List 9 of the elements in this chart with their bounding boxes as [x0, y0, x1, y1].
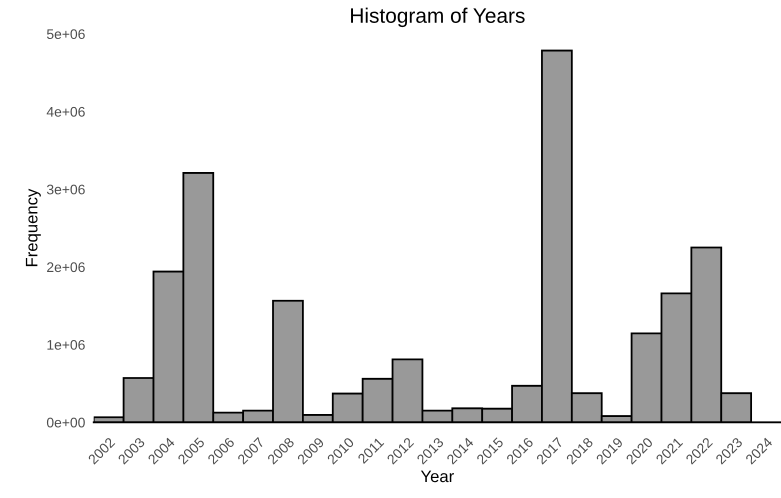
chart-title: Histogram of Years	[351, 8, 525, 28]
y-tick-label: 1e+06	[47, 340, 85, 350]
y-tick-label: 3e+06	[46, 184, 85, 194]
y-tick-label: 2e+06	[47, 262, 85, 272]
y-axis-title: Frequency	[26, 188, 41, 266]
y-tick-label: 0e+00	[46, 418, 85, 428]
x-axis-title: Year	[420, 470, 454, 482]
y-tick-label: 5e+06	[46, 29, 85, 40]
y-tick-label: 4e+06	[46, 106, 85, 117]
